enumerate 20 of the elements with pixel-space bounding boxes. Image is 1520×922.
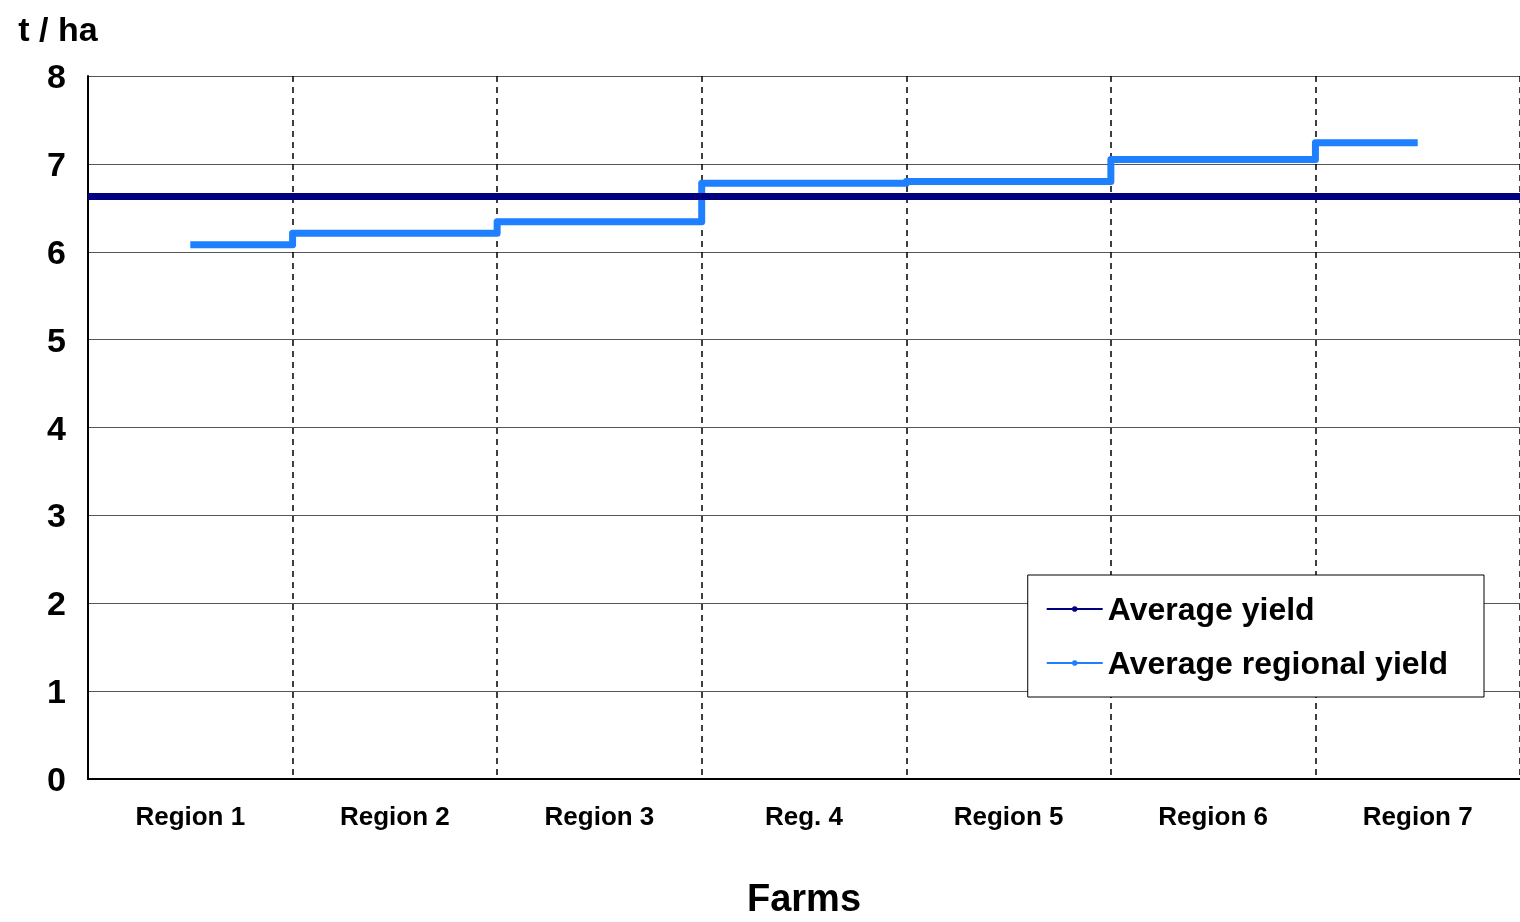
y-tick-label: 2 [47, 584, 66, 623]
x-tick-label: Region 3 [544, 801, 655, 831]
legend-label: Average yield [1107, 591, 1315, 627]
y-tick-label: 0 [47, 760, 66, 798]
x-tick-label: Region 1 [135, 801, 246, 831]
x-tick-label: Region 7 [1362, 801, 1473, 831]
y-tick-label: 6 [47, 232, 66, 271]
x-tick-label: Reg. 4 [764, 801, 844, 831]
y-tick-label: 3 [47, 496, 66, 535]
y-tick-label: 4 [47, 408, 67, 447]
y-tick-label: 1 [47, 672, 66, 711]
x-tick-label: Region 2 [339, 801, 450, 831]
y-axis-title: t / ha [18, 10, 99, 48]
y-tick-label: 7 [47, 144, 66, 183]
legend-label: Average regional yield [1107, 645, 1448, 681]
x-axis-title: Farms [746, 877, 862, 919]
x-tick-label: Region 6 [1158, 801, 1269, 831]
y-tick-label: 5 [47, 320, 66, 359]
x-tick-label: Region 5 [953, 801, 1064, 831]
y-tick-label: 8 [47, 57, 66, 95]
